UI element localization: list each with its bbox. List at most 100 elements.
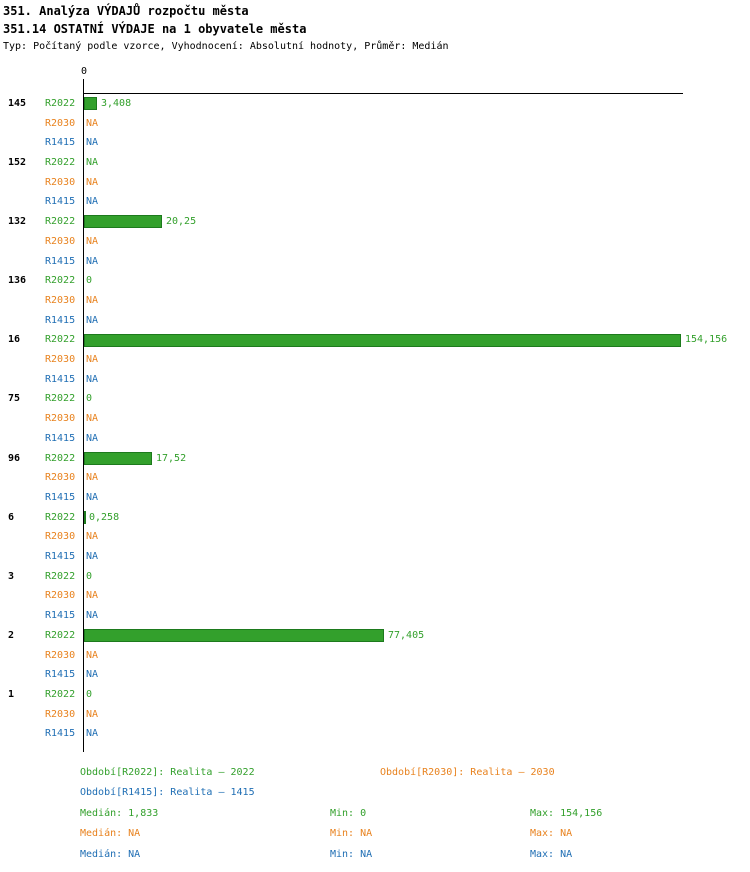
stat-min-r1415: Min: NA <box>330 849 373 860</box>
series-label: R2022 <box>45 511 76 523</box>
series-label: R2030 <box>45 176 76 188</box>
value-bar <box>84 451 152 465</box>
series-label: R2030 <box>45 413 76 425</box>
bar-row: R2030 NA <box>0 114 750 134</box>
value-label: 0 <box>86 275 93 287</box>
series-label: R2030 <box>45 472 76 484</box>
bar-row: R2022 77,405 <box>0 626 750 646</box>
series-label: R2022 <box>45 393 76 405</box>
bar-group: 75 R2022 0 R2030 NA R1415 NA <box>0 389 750 448</box>
series-label: R1415 <box>45 255 76 267</box>
y-axis-line <box>83 79 84 752</box>
bar-row: R2022 154,156 <box>0 330 750 350</box>
value-label: NA <box>86 551 99 563</box>
group-label: 132 <box>8 216 27 228</box>
bar-row: R2030 NA <box>0 646 750 666</box>
bar-row: R2022 NA <box>0 153 750 173</box>
series-label: R1415 <box>45 314 76 326</box>
value-label: NA <box>86 235 99 247</box>
bar-row: R2030 NA <box>0 527 750 547</box>
bar-row: R1415 NA <box>0 429 750 449</box>
stat-min-r2022: Min: 0 <box>330 808 367 819</box>
group-label: 16 <box>8 334 21 346</box>
bar-row: R1415 NA <box>0 488 750 508</box>
x-axis-line <box>83 93 683 94</box>
value-label: 0 <box>86 393 93 405</box>
bar-row: R2022 0,258 <box>0 508 750 528</box>
group-label: 136 <box>8 275 27 287</box>
group-label: 1 <box>8 688 15 700</box>
value-label: NA <box>86 354 99 366</box>
bar-group: 6 R2022 0,258 R2030 NA R1415 NA <box>0 508 750 567</box>
legend-r1415: Období[R1415]: Realita – 1415 <box>80 787 255 798</box>
value-bar <box>84 510 86 524</box>
series-label: R2022 <box>45 157 76 169</box>
series-label: R1415 <box>45 137 76 149</box>
bar-group: 3 R2022 0 R2030 NA R1415 NA <box>0 567 750 626</box>
value-label: NA <box>86 117 99 129</box>
bar-row: R1415 NA <box>0 192 750 212</box>
bar-row: R2022 20,25 <box>0 212 750 232</box>
chart-title: 351. Analýza VÝDAJŮ rozpočtu města <box>3 4 249 18</box>
value-label: NA <box>86 432 99 444</box>
group-label: 75 <box>8 393 21 405</box>
bar-group: 96 R2022 17,52 R2030 NA R1415 NA <box>0 449 750 508</box>
group-label: 2 <box>8 629 15 641</box>
stat-median-r1415: Medián: NA <box>80 849 141 860</box>
value-label: 20,25 <box>166 216 197 228</box>
stat-max-r2030: Max: NA <box>530 828 573 839</box>
series-label: R2030 <box>45 708 76 720</box>
series-label: R1415 <box>45 196 76 208</box>
value-label: 154,156 <box>685 334 728 346</box>
value-label: 3,408 <box>101 98 132 109</box>
legend-r2030: Období[R2030]: Realita – 2030 <box>380 767 555 778</box>
bar-row: R2022 0 <box>0 271 750 291</box>
value-label: NA <box>86 491 99 503</box>
value-label: NA <box>86 610 99 622</box>
bar-row: R2030 NA <box>0 350 750 370</box>
series-label: R1415 <box>45 728 76 740</box>
value-label: 77,405 <box>388 629 425 641</box>
bar-group: 1 R2022 0 R2030 NA R1415 NA <box>0 685 750 744</box>
series-label: R2022 <box>45 216 76 228</box>
bar-group: 145 R2022 3,408 R2030 NA R1415 NA <box>0 94 750 153</box>
value-label: NA <box>86 255 99 267</box>
bar-row: R2022 3,408 <box>0 94 750 114</box>
group-label: 145 <box>8 98 27 109</box>
bar-row: R1415 NA <box>0 133 750 153</box>
bar-row: R2030 NA <box>0 705 750 725</box>
value-label: 0 <box>86 688 93 700</box>
value-label: NA <box>86 413 99 425</box>
value-label: NA <box>86 176 99 188</box>
bar-group: 2 R2022 77,405 R2030 NA R1415 NA <box>0 626 750 685</box>
value-label: NA <box>86 708 99 720</box>
bar-row: R2030 NA <box>0 468 750 488</box>
value-label: NA <box>86 196 99 208</box>
series-label: R2030 <box>45 649 76 661</box>
value-label: NA <box>86 590 99 602</box>
bar-group: 132 R2022 20,25 R2030 NA R1415 NA <box>0 212 750 271</box>
stat-max-r1415: Max: NA <box>530 849 573 860</box>
series-label: R2030 <box>45 590 76 602</box>
bar-row: R1415 NA <box>0 724 750 744</box>
bar-row: R2022 0 <box>0 567 750 587</box>
axis-zero-tick-label: 0 <box>80 66 88 77</box>
legend-r2022: Období[R2022]: Realita – 2022 <box>80 767 255 778</box>
bar-group: 152 R2022 NA R2030 NA R1415 NA <box>0 153 750 212</box>
value-bar <box>84 333 681 347</box>
value-label: 17,52 <box>156 452 187 464</box>
value-label: NA <box>86 728 99 740</box>
value-label: NA <box>86 314 99 326</box>
value-label: NA <box>86 157 99 169</box>
series-label: R2022 <box>45 275 76 287</box>
stat-median-r2030: Medián: NA <box>80 828 141 839</box>
series-label: R1415 <box>45 373 76 385</box>
value-label: NA <box>86 472 99 484</box>
series-label: R2022 <box>45 629 76 641</box>
value-label: NA <box>86 531 99 543</box>
chart-subtitle: 351.14 OSTATNÍ VÝDAJE na 1 obyvatele měs… <box>3 22 307 36</box>
value-label: NA <box>86 373 99 385</box>
bar-row: R2030 NA <box>0 173 750 193</box>
stat-median-r2022: Medián: 1,833 <box>80 808 159 819</box>
bar-row: R2022 0 <box>0 685 750 705</box>
